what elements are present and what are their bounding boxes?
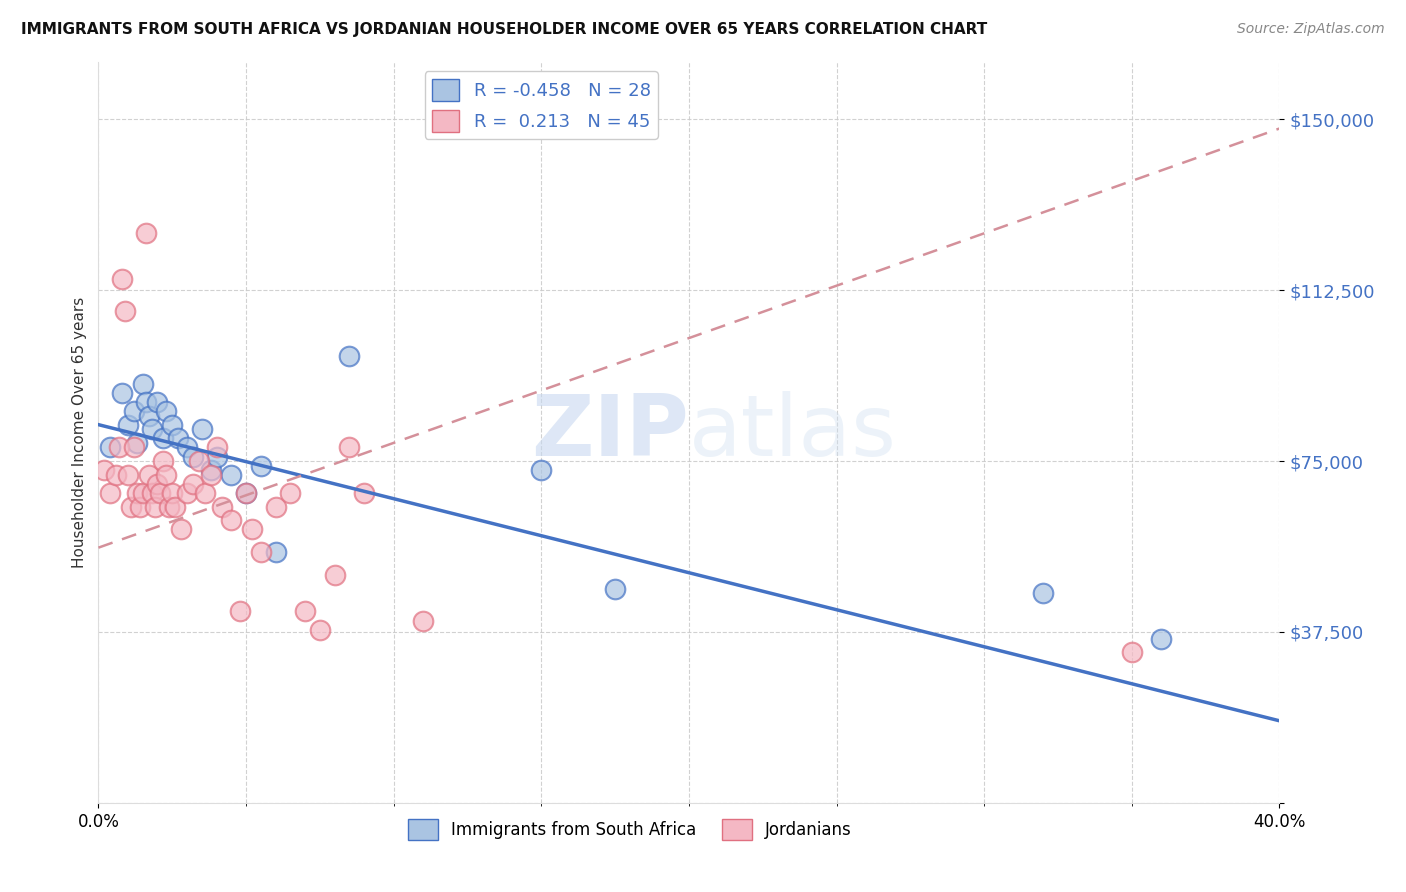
Point [205,441,228,455]
Point [219,513,242,527]
Point [146,476,169,491]
Legend: Immigrants from South Africa, Jordanians: Immigrants from South Africa, Jordanians [401,813,859,847]
Point [143,500,166,514]
Point [98,486,121,500]
Point [337,441,360,455]
Point [149,486,172,500]
Point [294,604,316,618]
Point [530,463,553,477]
Point [155,467,177,482]
Point [122,441,145,455]
Point [250,545,273,559]
Point [176,441,198,455]
Point [132,486,155,500]
Point [132,376,155,391]
Point [135,227,157,241]
Point [1121,645,1143,659]
Point [141,422,163,436]
Text: atlas: atlas [689,391,897,475]
Point [240,523,263,537]
Point [114,303,136,318]
Point [1150,632,1173,646]
Point [235,486,257,500]
Point [187,454,209,468]
Point [125,486,148,500]
Point [194,486,217,500]
Point [157,500,180,514]
Point [278,486,302,500]
Point [235,486,257,500]
Point [170,523,193,537]
Point [122,404,145,418]
Point [117,417,139,432]
Point [181,450,204,464]
Point [211,500,233,514]
Point [264,545,287,559]
Point [181,476,204,491]
Point [200,463,222,477]
Text: IMMIGRANTS FROM SOUTH AFRICA VS JORDANIAN HOUSEHOLDER INCOME OVER 65 YEARS CORRE: IMMIGRANTS FROM SOUTH AFRICA VS JORDANIA… [21,22,987,37]
Point [205,450,228,464]
Point [141,486,163,500]
Point [138,467,160,482]
Point [155,404,177,418]
Point [135,395,157,409]
Point [108,441,131,455]
Point [250,458,273,473]
Point [105,467,128,482]
Text: ZIP: ZIP [531,391,689,475]
Point [200,467,222,482]
Point [229,604,252,618]
Point [176,486,198,500]
Point [191,422,214,436]
Point [162,417,183,432]
Point [162,486,183,500]
Point [323,568,346,582]
Point [128,500,150,514]
Point [152,431,174,445]
Y-axis label: Householder Income Over 65 years: Householder Income Over 65 years [72,297,87,568]
Point [309,623,332,637]
Point [264,500,287,514]
Point [98,441,121,455]
Point [125,435,148,450]
Point [605,582,627,596]
Point [412,614,434,628]
Point [93,463,115,477]
Text: Source: ZipAtlas.com: Source: ZipAtlas.com [1237,22,1385,37]
Point [117,467,139,482]
Point [1032,586,1054,600]
Point [111,385,134,400]
Point [353,486,375,500]
Point [138,409,160,423]
Point [152,454,174,468]
Point [146,395,169,409]
Point [337,349,360,363]
Point [167,431,190,445]
Point [120,500,142,514]
Point [219,467,242,482]
Point [165,500,187,514]
Point [111,272,134,286]
